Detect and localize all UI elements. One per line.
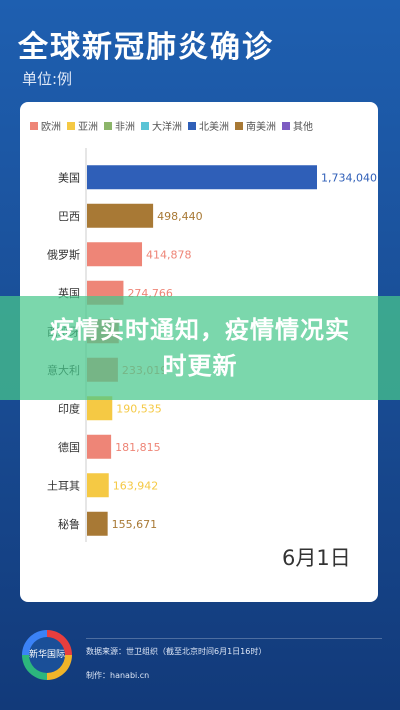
unit-label: 单位:例 bbox=[22, 70, 73, 88]
banner-headline: 疫情实时通知，疫情情况实时更新 bbox=[50, 316, 350, 380]
legend-item: 大洋洲 bbox=[141, 118, 182, 133]
bar bbox=[87, 511, 108, 536]
legend-swatch bbox=[235, 121, 243, 130]
legend-swatch bbox=[30, 121, 38, 130]
bar bbox=[87, 165, 317, 190]
bar bbox=[87, 203, 154, 228]
legend-label: 非洲 bbox=[115, 122, 135, 133]
legend-item: 北美洲 bbox=[188, 118, 229, 133]
logo-text: 新华国际 bbox=[29, 637, 65, 673]
legend-label: 大洋洲 bbox=[152, 122, 182, 133]
xinhua-logo-icon: 新华国际 bbox=[22, 630, 72, 680]
legend-item: 亚洲 bbox=[67, 118, 98, 133]
value-label: 181,815 bbox=[115, 441, 161, 454]
maker-credit: 制作：hanabi.cn bbox=[86, 671, 150, 680]
bar bbox=[87, 242, 143, 267]
bar bbox=[87, 473, 109, 498]
value-label: 498,440 bbox=[157, 210, 203, 223]
legend-swatch bbox=[282, 121, 290, 130]
footer-divider bbox=[86, 638, 382, 639]
category-label: 美国 bbox=[58, 171, 80, 184]
chart-date: 6月1日 bbox=[282, 546, 351, 570]
category-label: 俄罗斯 bbox=[47, 248, 80, 261]
legend-label: 亚洲 bbox=[78, 122, 98, 133]
value-label: 414,878 bbox=[146, 248, 192, 261]
legend-swatch bbox=[141, 121, 149, 130]
legend-label: 南美洲 bbox=[246, 122, 276, 133]
data-source: 数据来源：世卫组织（截至北京时间6月1日16时） bbox=[86, 647, 267, 656]
legend-swatch bbox=[67, 121, 75, 130]
legend-item: 南美洲 bbox=[235, 118, 276, 133]
legend-item: 欧洲 bbox=[30, 118, 61, 133]
category-label: 秘鲁 bbox=[58, 517, 80, 531]
bar bbox=[87, 434, 112, 459]
legend-item: 其他 bbox=[282, 118, 313, 133]
category-label: 土耳其 bbox=[47, 479, 80, 492]
legend-swatch bbox=[188, 121, 196, 130]
bar bbox=[87, 396, 113, 421]
legend-label: 北美洲 bbox=[199, 122, 229, 133]
value-label: 190,535 bbox=[116, 402, 161, 415]
value-label: 1,734,040 bbox=[321, 171, 377, 184]
category-label: 德国 bbox=[58, 440, 80, 454]
legend-swatch bbox=[104, 121, 112, 130]
value-label: 155,671 bbox=[112, 518, 157, 531]
legend-item: 非洲 bbox=[104, 118, 135, 133]
category-label: 印度 bbox=[58, 401, 80, 415]
page-title: 全球新冠肺炎确诊 bbox=[18, 30, 274, 65]
legend-label: 欧洲 bbox=[41, 122, 61, 133]
chart-legend: 欧洲 亚洲 非洲 大洋洲 北美洲 南美洲 其他 bbox=[30, 118, 370, 133]
category-label: 巴西 bbox=[58, 210, 80, 223]
legend-label: 其他 bbox=[293, 122, 313, 133]
value-label: 163,942 bbox=[113, 479, 159, 492]
notification-banner: 疫情实时通知，疫情情况实时更新 bbox=[0, 296, 400, 400]
